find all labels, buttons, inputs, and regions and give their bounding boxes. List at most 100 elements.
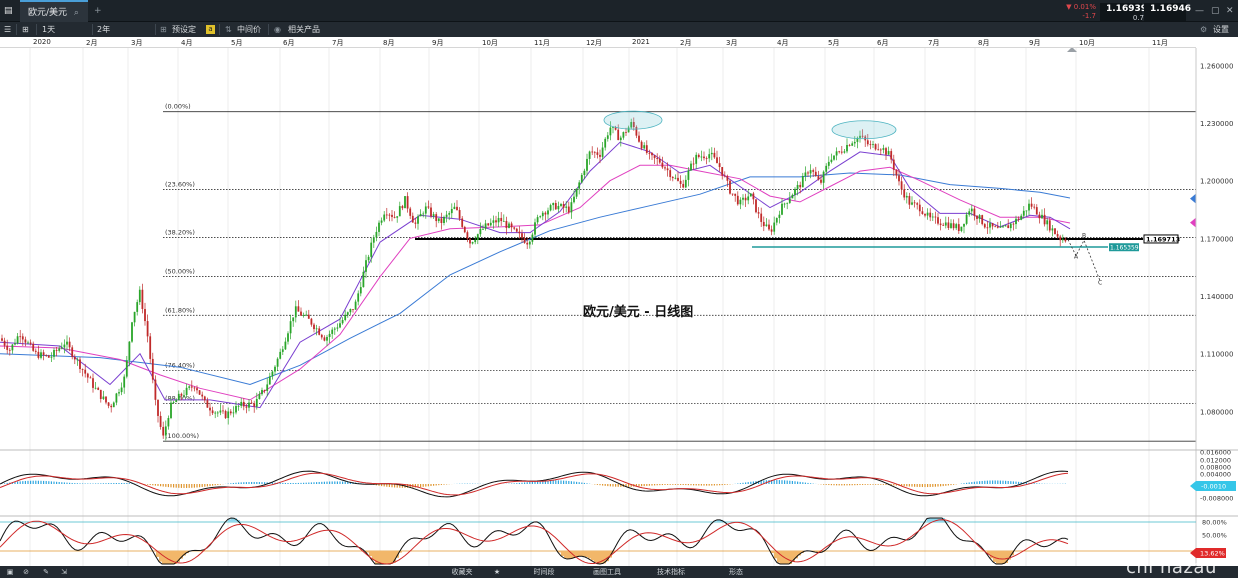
candle-body bbox=[697, 154, 700, 157]
range-selector[interactable]: 2年 bbox=[97, 25, 111, 34]
candle-body bbox=[177, 393, 180, 401]
bottom-bar bbox=[0, 566, 1238, 578]
tab-timeframe[interactable]: 时间段 bbox=[533, 568, 555, 576]
macd-hist-bar bbox=[760, 480, 762, 484]
ban-icon[interactable]: ⊘ bbox=[23, 568, 29, 576]
macd-hist-bar bbox=[586, 483, 588, 484]
macd-hist-bar bbox=[810, 483, 812, 484]
macd-hist-bar bbox=[188, 484, 190, 488]
candle-body bbox=[24, 339, 27, 343]
candle-body bbox=[523, 238, 526, 243]
period-selector[interactable]: 1天 bbox=[42, 25, 56, 34]
macd-hist-bar bbox=[646, 484, 648, 486]
candle-body bbox=[344, 314, 347, 320]
candle-body bbox=[66, 341, 68, 345]
tab-eurusd[interactable]: 欧元/美元 ⌕ bbox=[20, 0, 88, 22]
candle-body bbox=[370, 242, 373, 257]
magnet-icon[interactable]: ⇲ bbox=[61, 568, 67, 576]
ask-price[interactable]: 1.16946 bbox=[1144, 3, 1191, 21]
macd-hist-bar bbox=[739, 483, 741, 484]
camera-icon[interactable]: ▣ bbox=[6, 568, 14, 576]
macd-hist-bar bbox=[953, 484, 955, 485]
macd-hist-bar bbox=[570, 481, 572, 484]
candle-body bbox=[513, 227, 516, 229]
star-icon[interactable]: ★ bbox=[493, 568, 501, 576]
candle-body bbox=[944, 222, 947, 226]
price-chart[interactable]: (0.00%)1.235917(23.60%)1.195466(38.20%)1… bbox=[0, 48, 1238, 566]
stoch-oversold-fill bbox=[813, 551, 816, 552]
stoch-oversold-fill bbox=[789, 551, 792, 564]
candle-body bbox=[16, 336, 19, 344]
macd-hist-bar bbox=[420, 484, 422, 488]
candle-body bbox=[575, 188, 578, 197]
search-icon[interactable]: ⌕ bbox=[73, 8, 79, 18]
window-menu-icon[interactable]: ▤ bbox=[4, 6, 13, 16]
month-label: 8月 bbox=[978, 39, 990, 47]
tab-indicators[interactable]: 技术指标 bbox=[657, 568, 685, 576]
macd-hist-bar bbox=[612, 484, 614, 487]
candle-body bbox=[1017, 218, 1020, 220]
pencil-icon[interactable]: ✎ bbox=[43, 568, 49, 576]
candle-body bbox=[419, 213, 422, 217]
macd-hist-bar bbox=[147, 484, 149, 485]
related-products-button[interactable]: 相关产品 bbox=[288, 25, 320, 34]
candle-body bbox=[89, 377, 92, 379]
minimize-icon[interactable]: — bbox=[1195, 6, 1204, 16]
fib-label: (88.60%) bbox=[165, 395, 195, 403]
candle-body bbox=[92, 378, 94, 388]
stoch-oversold-fill bbox=[786, 551, 789, 564]
candle-body bbox=[812, 170, 815, 172]
stoch-oversold-fill bbox=[381, 551, 384, 564]
candle-body bbox=[822, 171, 825, 183]
candle-body bbox=[284, 341, 287, 350]
macd-hist-bar bbox=[1020, 482, 1022, 484]
candle-body bbox=[42, 352, 45, 356]
maximize-icon[interactable]: ▢ bbox=[1211, 6, 1220, 16]
macd-hist-bar bbox=[869, 484, 871, 485]
settings-button[interactable]: 设置 bbox=[1213, 25, 1229, 34]
candle-body bbox=[367, 256, 370, 261]
macd-hist-bar bbox=[555, 480, 557, 484]
layout-icon[interactable]: ⊞ bbox=[22, 25, 29, 34]
macd-hist-bar bbox=[266, 482, 268, 484]
macd-hist-bar bbox=[914, 484, 916, 487]
tab-patterns[interactable]: 形态 bbox=[729, 568, 743, 576]
macd-hist-bar bbox=[407, 484, 409, 488]
candle-body bbox=[50, 356, 53, 358]
midprice-button[interactable]: 中间价 bbox=[237, 25, 261, 34]
tab-drawing-tools[interactable]: 画图工具 bbox=[593, 568, 621, 576]
stoch-oversold-fill bbox=[168, 551, 171, 564]
candle-body bbox=[531, 234, 534, 242]
macd-hist-bar bbox=[716, 484, 718, 486]
macd-hist-bar bbox=[219, 484, 221, 485]
candle-body bbox=[534, 222, 536, 235]
candle-body bbox=[266, 384, 269, 391]
candle-body bbox=[157, 399, 159, 416]
menu-icon[interactable]: ☰ bbox=[4, 25, 12, 34]
macd-hist-bar bbox=[664, 484, 666, 485]
bid-price[interactable]: 1.16939 bbox=[1100, 3, 1147, 21]
candle-body bbox=[240, 401, 243, 406]
candle-body bbox=[557, 205, 560, 210]
plus-icon[interactable]: + bbox=[94, 6, 102, 16]
preset-button[interactable]: 预设定 bbox=[172, 25, 196, 34]
candle-body bbox=[879, 149, 882, 151]
candle-body bbox=[716, 157, 718, 164]
candle-body bbox=[193, 387, 196, 389]
candle-body bbox=[263, 389, 266, 391]
candle-body bbox=[541, 212, 544, 217]
candle-body bbox=[955, 224, 958, 229]
macd-hist-bar bbox=[175, 484, 177, 488]
gear-icon[interactable]: ⚙ bbox=[1200, 25, 1208, 34]
close-icon[interactable]: ✕ bbox=[1226, 6, 1234, 16]
candle-body bbox=[453, 206, 456, 209]
lock-icon[interactable]: a bbox=[206, 25, 215, 34]
candle-body bbox=[903, 189, 906, 198]
macd-hist-bar bbox=[620, 484, 622, 487]
month-label: 9月 bbox=[1029, 39, 1041, 47]
candle-body bbox=[398, 206, 401, 217]
candle-body bbox=[461, 218, 464, 227]
tab-favorites[interactable]: 收藏夹 bbox=[451, 568, 473, 576]
stoch-oversold-fill bbox=[156, 551, 159, 557]
macd-hist-bar bbox=[971, 482, 973, 484]
